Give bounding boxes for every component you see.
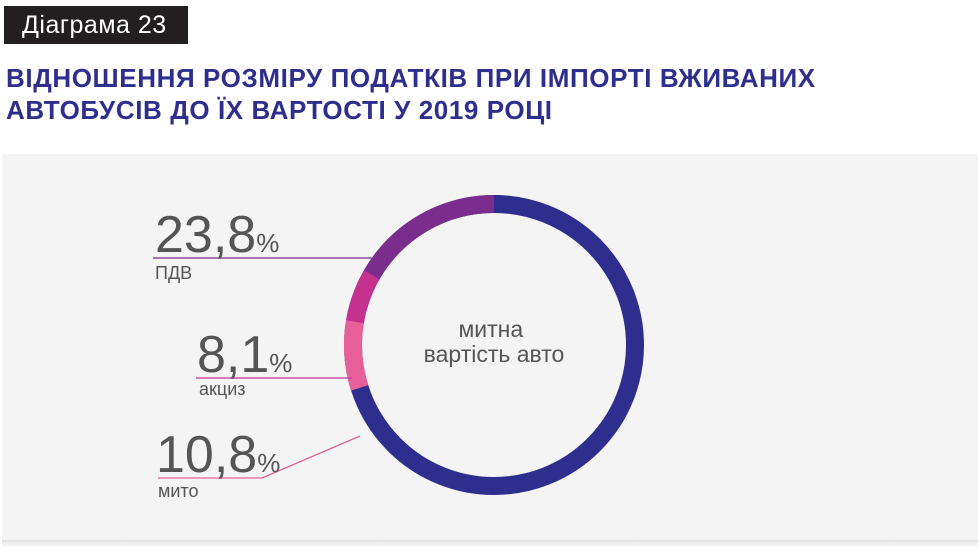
center-label: митна вартість авто bbox=[424, 316, 565, 367]
center-label-line-1: митна bbox=[458, 316, 523, 342]
value-label-pdv: 23,8% bbox=[155, 206, 279, 264]
category-label-myto: мито bbox=[158, 481, 198, 501]
category-label-akcyz: акциз bbox=[199, 379, 246, 399]
value-number-myto: 10,8 bbox=[156, 426, 257, 484]
chart-title: ВІДНОШЕННЯ РОЗМІРУ ПОДАТКІВ ПРИ ІМПОРТІ … bbox=[6, 62, 816, 126]
value-number-akcyz: 8,1 bbox=[197, 326, 269, 384]
donut-ring bbox=[344, 195, 644, 495]
leader-line-myto bbox=[158, 435, 361, 479]
slice-myto bbox=[344, 320, 369, 391]
value-label-myto: 10,8% bbox=[156, 426, 280, 484]
category-label-pdv: ПДВ bbox=[155, 263, 192, 283]
slice-pdv bbox=[364, 195, 495, 280]
center-label-line-2: вартість авто bbox=[424, 341, 565, 367]
value-unit-myto: % bbox=[257, 448, 280, 478]
chart-title-line-1: ВІДНОШЕННЯ РОЗМІРУ ПОДАТКІВ ПРИ ІМПОРТІ … bbox=[6, 63, 816, 93]
value-unit-pdv: % bbox=[256, 228, 279, 258]
value-number-pdv: 23,8 bbox=[155, 206, 256, 264]
chart-title-line-2: АВТОБУСІВ ДО ЇХ ВАРТОСТІ У 2019 РОЦІ bbox=[6, 95, 553, 125]
value-label-akcyz: 8,1% bbox=[197, 326, 292, 384]
slice-akcyz bbox=[346, 270, 380, 324]
leader-lines bbox=[153, 257, 372, 479]
chart-panel-shadow bbox=[2, 540, 978, 548]
value-unit-akcyz: % bbox=[269, 348, 292, 378]
diagram-badge: Діаграма 23 bbox=[4, 6, 188, 44]
